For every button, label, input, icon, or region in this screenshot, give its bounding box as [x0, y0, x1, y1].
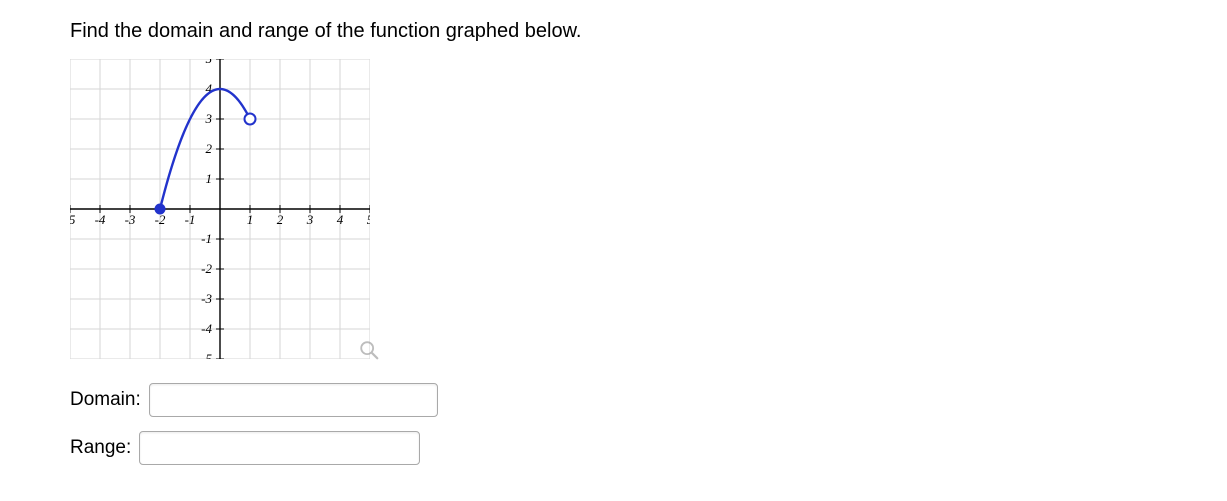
svg-text:-1: -1	[185, 212, 196, 227]
svg-text:-4: -4	[95, 212, 106, 227]
svg-text:3: 3	[306, 212, 314, 227]
svg-text:1: 1	[206, 171, 213, 186]
svg-text:-3: -3	[125, 212, 136, 227]
zoom-icon[interactable]	[358, 339, 380, 361]
range-input[interactable]	[139, 431, 420, 465]
svg-text:1: 1	[247, 212, 254, 227]
svg-text:4: 4	[337, 212, 344, 227]
range-label: Range:	[70, 437, 131, 459]
svg-text:-4: -4	[201, 321, 212, 336]
svg-text:-2: -2	[201, 261, 212, 276]
domain-label: Domain:	[70, 389, 141, 411]
range-row: Range:	[70, 431, 1157, 465]
svg-text:3: 3	[205, 111, 213, 126]
svg-text:-1: -1	[201, 231, 212, 246]
svg-text:5: 5	[206, 59, 213, 66]
question-prompt: Find the domain and range of the functio…	[70, 20, 1157, 43]
graph-area: -5-4-3-2-11234512345-1-2-3-4-5	[70, 59, 370, 359]
function-graph: -5-4-3-2-11234512345-1-2-3-4-5	[70, 59, 370, 359]
svg-text:2: 2	[277, 212, 284, 227]
svg-text:5: 5	[367, 212, 370, 227]
svg-text:-3: -3	[201, 291, 212, 306]
svg-text:-5: -5	[70, 212, 76, 227]
domain-row: Domain:	[70, 383, 1157, 417]
svg-text:-5: -5	[201, 351, 212, 359]
answer-section: Domain: Range:	[70, 383, 1157, 465]
domain-input[interactable]	[149, 383, 438, 417]
svg-text:2: 2	[206, 141, 213, 156]
